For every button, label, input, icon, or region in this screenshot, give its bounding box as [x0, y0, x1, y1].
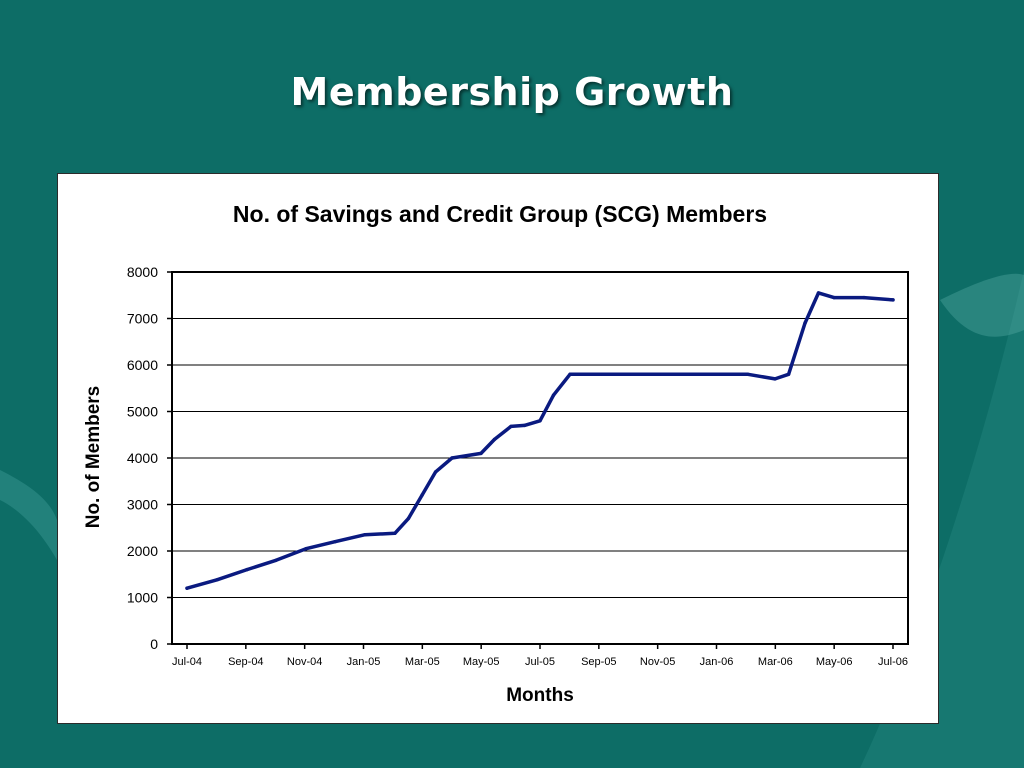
x-tick-label: Sep-05 [581, 656, 616, 668]
data-point [363, 533, 367, 537]
x-tick-label: Mar-05 [405, 656, 440, 668]
x-tick-label: Jul-06 [878, 656, 908, 668]
x-tick-label: Jul-05 [525, 656, 555, 668]
x-tick-label: Sep-04 [228, 656, 263, 668]
data-point [627, 372, 631, 376]
data-point [522, 423, 527, 428]
data-point [551, 393, 556, 397]
data-point [786, 372, 791, 376]
y-tick-label: 2000 [127, 543, 158, 559]
series-line-members [185, 291, 895, 590]
y-tick-label: 6000 [127, 357, 158, 373]
data-point [420, 493, 424, 497]
chart-title: No. of Savings and Credit Group (SCG) Me… [233, 201, 767, 227]
background-swoosh-left [0, 470, 57, 560]
data-point [274, 558, 278, 562]
data-point [433, 470, 438, 474]
plot-area-frame [171, 271, 909, 645]
data-point [773, 377, 777, 381]
data-point [406, 516, 411, 521]
background-swoosh-right [860, 270, 1024, 768]
line-chart: No. of Savings and Credit Group (SCG) Me… [83, 201, 909, 706]
x-tick-label: May-05 [463, 656, 500, 668]
y-axis-ticks: 0 1000 2000 3000 4000 5000 6000 7000 8000 [127, 264, 172, 652]
data-point [598, 372, 602, 376]
data-point [746, 372, 750, 376]
y-tick-label: 3000 [127, 497, 158, 513]
x-axis-label: Months [506, 685, 574, 706]
data-point [686, 372, 690, 376]
data-point [716, 372, 720, 376]
data-point [450, 456, 454, 460]
data-point [657, 372, 661, 376]
y-tick-label: 8000 [127, 264, 158, 280]
data-point [333, 540, 337, 544]
slide-title: Membership Growth [290, 70, 734, 114]
x-tick-label: Nov-04 [287, 656, 322, 668]
x-tick-label: Jul-04 [172, 656, 202, 668]
x-tick-label: Jan-05 [347, 656, 381, 668]
data-point [816, 291, 821, 295]
data-point [803, 321, 807, 325]
data-point [304, 547, 308, 551]
data-point [832, 295, 836, 300]
data-point [568, 372, 572, 376]
y-axis-label: No. of Members [83, 386, 104, 529]
y-tick-label: 1000 [127, 590, 158, 606]
x-tick-label: Nov-05 [640, 656, 675, 668]
y-tick-label: 4000 [127, 450, 158, 466]
data-point [245, 567, 249, 572]
x-tick-label: May-06 [816, 656, 853, 668]
x-tick-label: Jan-06 [700, 656, 734, 668]
background-swoosh-right-light [940, 273, 1024, 337]
data-point [538, 419, 542, 423]
gridlines [172, 318, 908, 598]
data-point [185, 586, 189, 590]
chart-panel: No. of Savings and Credit Group (SCG) Me… [57, 173, 939, 724]
data-point [509, 424, 513, 429]
x-tick-label: Mar-06 [758, 656, 793, 668]
y-tick-label: 0 [150, 636, 158, 652]
y-tick-label: 5000 [127, 404, 158, 420]
x-axis-ticks: Jul-04 Sep-04 Nov-04 Jan-05 Mar-05 May-05 Jul-… [172, 644, 908, 668]
data-point [862, 295, 866, 300]
data-point [479, 451, 483, 456]
data-point [492, 437, 497, 442]
data-point [393, 531, 397, 535]
series-points [185, 291, 895, 590]
data-point [215, 578, 219, 582]
data-point [891, 298, 895, 302]
y-tick-label: 7000 [127, 311, 158, 327]
